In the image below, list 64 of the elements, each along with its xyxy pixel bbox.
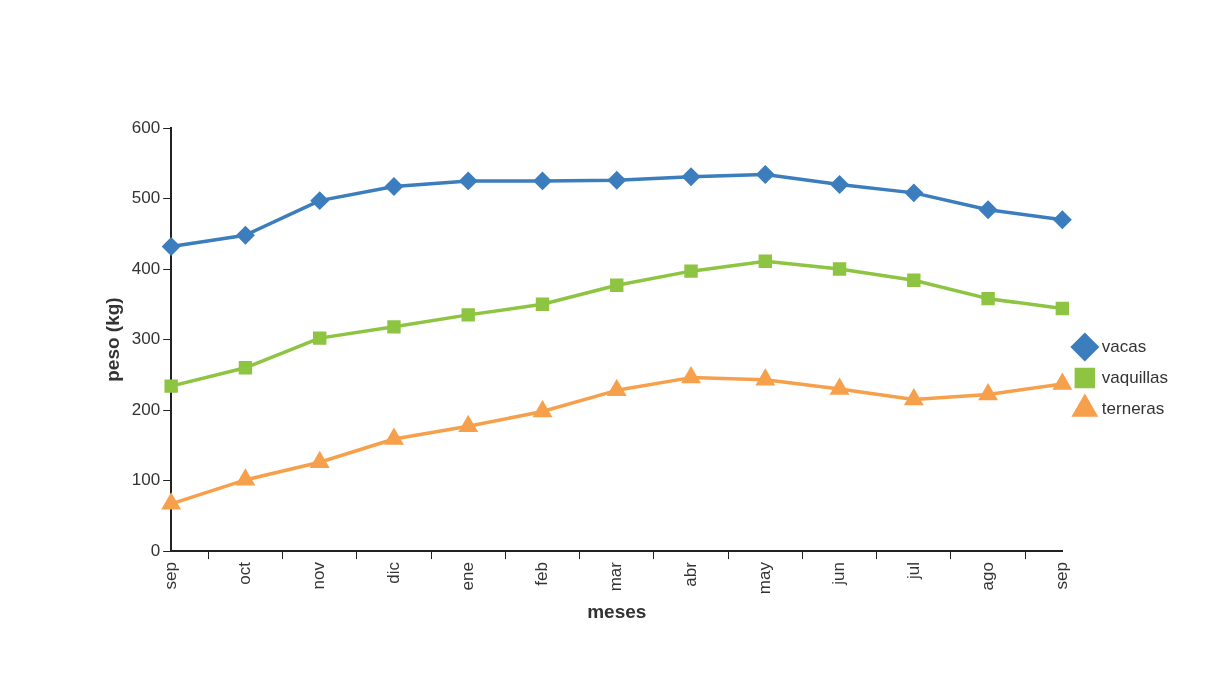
point [458, 414, 478, 433]
point [905, 389, 923, 406]
x-tick-label: nov [309, 561, 329, 590]
point [756, 369, 774, 386]
x-tick-label: dic [383, 561, 403, 584]
x-tick-label: ago [977, 562, 997, 591]
legend-label: vacas [1101, 336, 1147, 356]
x-tick-label: sep [160, 562, 180, 590]
x-tick-label: jun [829, 562, 849, 586]
y-tick-label: 400 [131, 258, 161, 278]
point [1055, 301, 1070, 316]
point [610, 278, 624, 292]
point [608, 171, 626, 189]
point [236, 226, 255, 244]
point [832, 262, 847, 276]
y-tick-label: 600 [131, 117, 161, 137]
x-tick-label: may [754, 561, 774, 595]
point [313, 331, 327, 345]
point [533, 172, 552, 190]
point [387, 320, 401, 334]
y-axis-title: peso (kg) [101, 297, 123, 382]
point [164, 379, 178, 393]
point [905, 184, 923, 202]
x-tick-label: ene [457, 562, 477, 591]
point [907, 273, 921, 288]
point [385, 429, 403, 445]
point [311, 452, 329, 468]
point [461, 308, 475, 322]
legend-label: vaquillas [1101, 367, 1169, 387]
point [756, 165, 775, 184]
x-tick-label: oct [235, 561, 255, 585]
x-tick-label: sep [1052, 562, 1072, 590]
point [535, 297, 550, 311]
point [684, 264, 698, 278]
point [385, 177, 403, 196]
y-tick-label: 500 [131, 188, 161, 208]
point [238, 361, 253, 375]
point [682, 367, 700, 384]
point [236, 470, 255, 486]
point [1053, 374, 1072, 390]
point [310, 191, 329, 210]
x-tick-label: jul [903, 562, 923, 581]
point [607, 378, 627, 397]
point [459, 172, 477, 190]
y-tick-label: 200 [131, 399, 161, 419]
x-axis-title: meses [587, 600, 647, 622]
legend-label: terneras [1101, 398, 1165, 418]
point [758, 254, 772, 268]
x-tick-label: mar [606, 561, 626, 592]
point [830, 175, 849, 194]
y-tick-label: 100 [131, 470, 161, 490]
point [830, 379, 849, 395]
x-tick-label: abr [680, 561, 700, 587]
point [162, 237, 180, 256]
point [533, 401, 552, 418]
y-tick-label: 300 [131, 329, 161, 349]
point [162, 494, 180, 510]
point [1053, 210, 1072, 229]
y-tick-label: 0 [150, 540, 161, 560]
point [682, 167, 700, 186]
x-tick-label: feb [532, 562, 552, 586]
point [979, 384, 997, 401]
point [981, 291, 995, 306]
point [979, 201, 997, 219]
